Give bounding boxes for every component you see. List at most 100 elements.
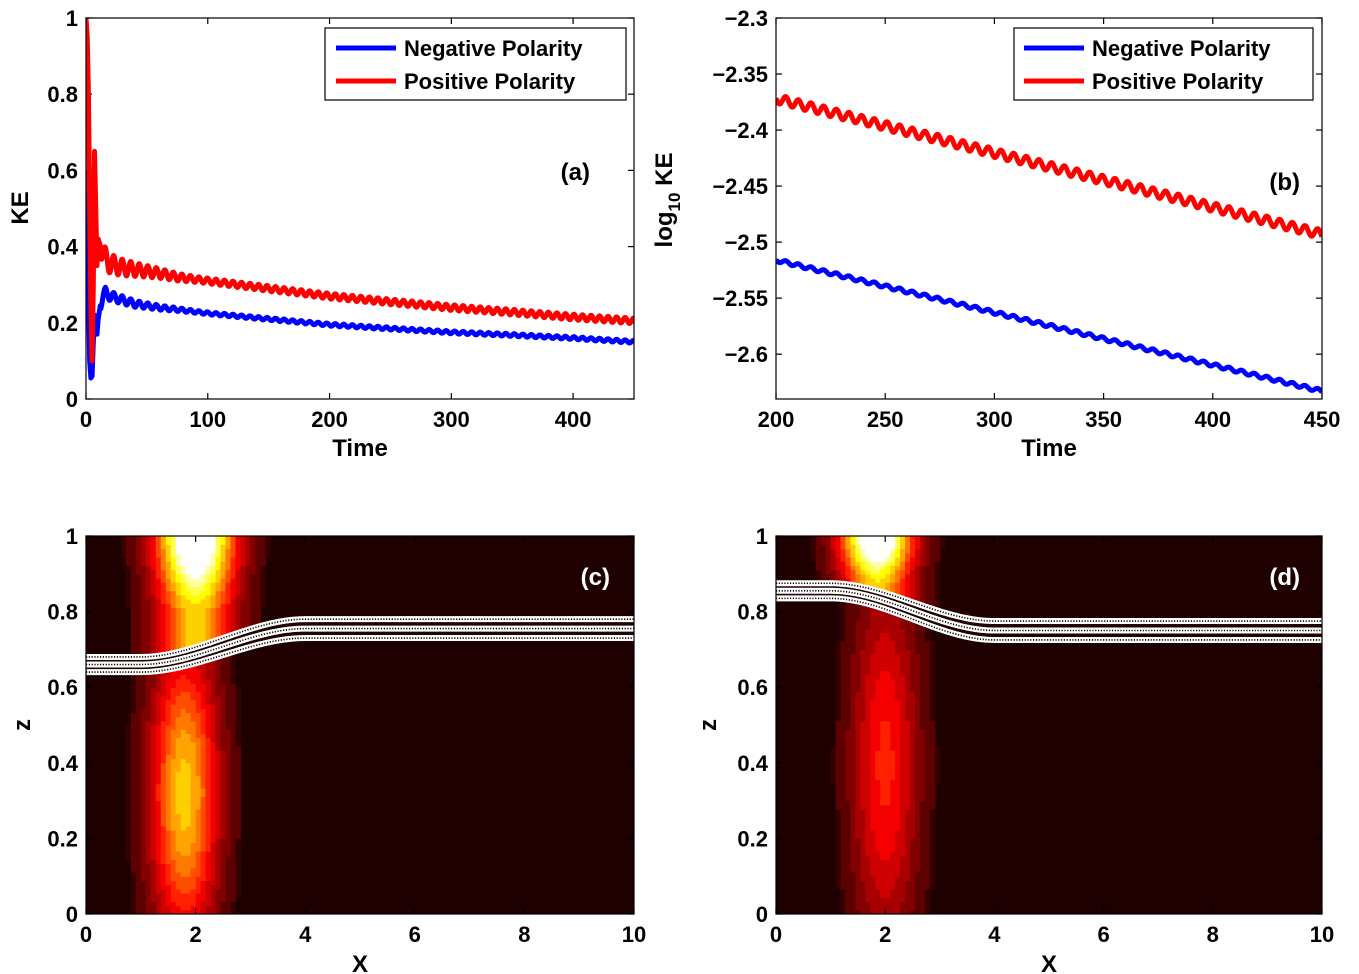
heatmap-cell — [175, 683, 182, 688]
heatmap-cell — [840, 540, 847, 545]
heatmap-cell — [190, 561, 197, 566]
heatmap-cell — [240, 573, 247, 579]
heatmap-cell — [855, 901, 861, 907]
heatmap-cell — [180, 636, 187, 642]
heatmap-cell — [135, 599, 142, 604]
heatmap-cell — [865, 573, 871, 579]
heatmap-cell — [845, 725, 852, 730]
heatmap-cell — [175, 846, 182, 852]
heatmap-cell — [845, 540, 852, 545]
heatmap-cell — [205, 666, 212, 671]
heatmap-cell — [230, 712, 237, 718]
heatmap-cell — [875, 552, 881, 558]
heatmap-cell — [850, 641, 857, 646]
heatmap-cell — [895, 750, 901, 755]
heatmap-cell — [135, 830, 142, 835]
heatmap-cell — [190, 720, 197, 726]
heatmap-cell — [855, 834, 861, 839]
heatmap-cell — [165, 809, 172, 814]
heatmap-cell — [835, 880, 842, 886]
ytick-label: −2.5 — [725, 230, 768, 255]
heatmap-cell — [880, 825, 886, 831]
heatmap-cell — [860, 846, 866, 852]
heatmap-cell — [255, 573, 261, 579]
heatmap-cell — [845, 788, 852, 793]
heatmap-cell — [855, 716, 861, 722]
heatmap-cell — [130, 779, 137, 785]
heatmap-cell — [200, 716, 207, 722]
heatmap-cell — [180, 796, 187, 802]
heatmap-cell — [130, 846, 137, 852]
heatmap-cell — [140, 880, 147, 886]
heatmap-cell — [150, 741, 157, 747]
heatmap-cell — [910, 573, 916, 579]
heatmap-cell — [855, 880, 861, 886]
heatmap-cell — [895, 767, 901, 772]
heatmap-cell — [850, 909, 857, 914]
heatmap-cell — [919, 817, 926, 823]
heatmap-cell — [190, 792, 197, 797]
heatmap-cell — [890, 867, 896, 873]
heatmap-cell — [865, 536, 871, 541]
xlabel-b: Time — [1021, 435, 1077, 462]
heatmap-cell — [825, 544, 832, 550]
heatmap-cell — [175, 825, 182, 831]
heatmap-cell — [235, 867, 242, 873]
heatmap-cell — [175, 737, 182, 743]
heatmap-cell — [165, 905, 172, 911]
heatmap-cell — [200, 788, 207, 793]
heatmap-cell — [130, 741, 137, 747]
heatmap-cell — [150, 594, 157, 600]
heatmap-cell — [245, 611, 251, 617]
heatmap-cell — [185, 670, 192, 676]
heatmap-cell — [250, 603, 256, 608]
heatmap-cell — [215, 859, 222, 865]
heatmap-cell — [850, 893, 857, 898]
heatmap-cell — [220, 678, 227, 684]
heatmap-cell — [840, 792, 847, 797]
ylabel-b-sub: 10 — [665, 193, 684, 212]
heatmap-cell — [885, 754, 891, 760]
heatmap-cell — [155, 750, 162, 755]
heatmap-cell — [885, 620, 891, 625]
heatmap-cell — [850, 662, 857, 667]
heatmap-cell — [880, 905, 886, 911]
heatmap-cell — [815, 544, 822, 550]
heatmap-cell — [240, 620, 247, 625]
heatmap-cell — [165, 771, 172, 776]
heatmap-cell — [210, 720, 217, 726]
heatmap-cell — [180, 821, 187, 827]
heatmap-cell — [910, 536, 916, 541]
heatmap-cell — [885, 830, 891, 835]
heatmap-cell — [215, 594, 222, 600]
heatmap-cell — [900, 565, 906, 571]
heatmap-cell — [919, 771, 926, 776]
heatmap-cell — [875, 716, 881, 722]
heatmap-cell — [215, 792, 222, 797]
heatmap-cell — [130, 716, 137, 722]
heatmap-cell — [210, 691, 217, 697]
heatmap-cell — [250, 611, 256, 617]
heatmap-cell — [830, 758, 837, 764]
heatmap-cell — [205, 834, 212, 839]
heatmap-cell — [165, 901, 172, 907]
heatmap-cell — [860, 779, 866, 785]
heatmap-cell — [929, 741, 936, 747]
heatmap-cell — [905, 649, 911, 655]
heatmap-cell — [215, 716, 222, 722]
heatmap-cell — [160, 649, 167, 655]
heatmap-cell — [885, 670, 891, 676]
heatmap-cell — [900, 632, 906, 638]
heatmap-cell — [880, 813, 886, 818]
heatmap-cell — [230, 708, 237, 713]
heatmap-cell — [205, 573, 212, 579]
heatmap-cell — [845, 636, 852, 642]
heatmap-cell — [150, 750, 157, 755]
heatmap-cell — [865, 666, 871, 671]
heatmap-cell — [914, 716, 921, 722]
heatmap-cell — [135, 725, 142, 730]
heatmap-cell — [865, 729, 871, 734]
heatmap-cell — [845, 552, 852, 558]
heatmap-cell — [155, 905, 162, 911]
heatmap-cell — [125, 754, 132, 760]
